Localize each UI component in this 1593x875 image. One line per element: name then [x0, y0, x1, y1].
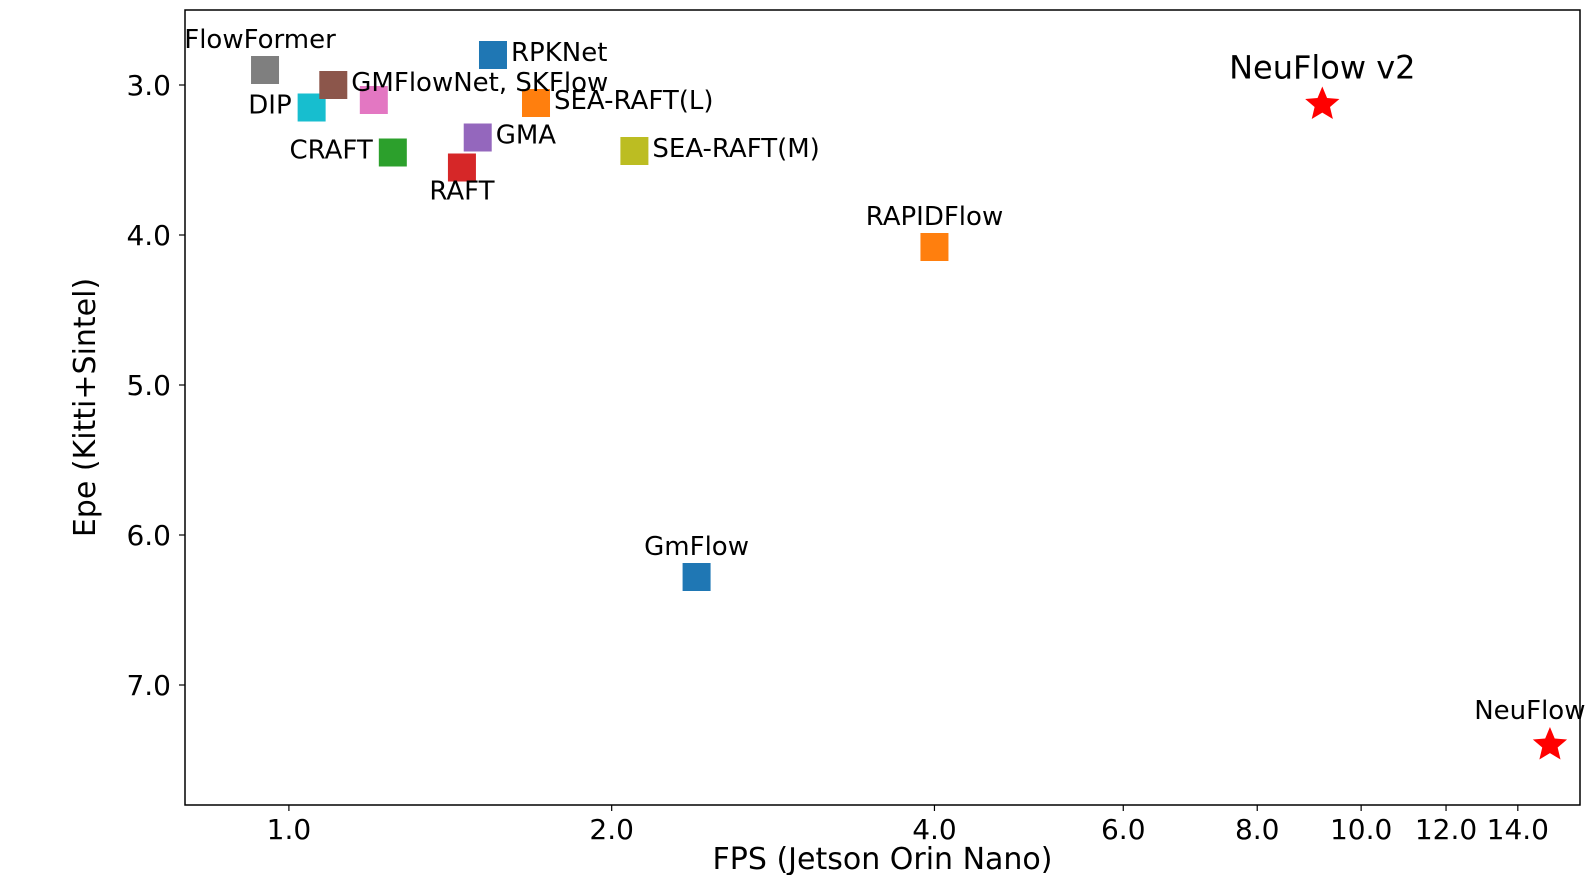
- data-point-label: NeuFlow v1: [1474, 696, 1593, 726]
- x-tick-label: 6.0: [1101, 813, 1146, 846]
- data-point-label: DIP: [248, 91, 291, 121]
- data-point-label: GmFlow: [644, 532, 749, 562]
- plot-frame: [185, 10, 1580, 805]
- data-point-label: FlowFormer: [184, 25, 336, 55]
- data-point-label: RPKNet: [511, 38, 607, 68]
- x-axis-label: FPS (Jetson Orin Nano): [713, 842, 1053, 875]
- data-point: [464, 124, 492, 152]
- chart-container: 1.0 2.0 4.0 6.0 8.0 10.0 12.0 14.0 FPS (Jetson O…: [0, 0, 1593, 875]
- x-tick-label: 8.0: [1235, 813, 1280, 846]
- y-tick-label: 5.0: [126, 369, 171, 402]
- data-point-label: SEA-RAFT(L): [554, 86, 713, 116]
- data-point-star: [1305, 87, 1339, 120]
- data-point: [319, 71, 347, 99]
- data-point: [251, 56, 279, 84]
- data-point: [683, 563, 711, 591]
- data-point-label: GMA: [496, 121, 557, 151]
- data-point-label: RAPIDFlow: [866, 202, 1004, 232]
- data-point-label: RAFT: [429, 177, 494, 207]
- y-tick-label: 7.0: [126, 669, 171, 702]
- y-tick-label: 3.0: [126, 69, 171, 102]
- data-point-star: [1533, 727, 1567, 760]
- x-tick-label: 10.0: [1330, 813, 1392, 846]
- data-point-label: NeuFlow v2: [1229, 49, 1415, 87]
- x-tick-label: 14.0: [1487, 813, 1549, 846]
- y-axis-label: Epe (Kitti+Sintel): [68, 278, 103, 537]
- x-tick-label: 1.0: [267, 813, 312, 846]
- data-point: [479, 41, 507, 69]
- y-tick-label: 6.0: [126, 519, 171, 552]
- scatter-chart: 1.0 2.0 4.0 6.0 8.0 10.0 12.0 14.0 FPS (Jetson O…: [0, 0, 1593, 875]
- x-tick-label: 12.0: [1415, 813, 1477, 846]
- y-tick-label: 4.0: [126, 219, 171, 252]
- data-point: [620, 137, 648, 165]
- x-tick-label: 2.0: [589, 813, 634, 846]
- data-point: [379, 139, 407, 167]
- data-point-label: CRAFT: [289, 136, 372, 166]
- data-point-label: SEA-RAFT(M): [652, 134, 819, 164]
- data-point: [920, 233, 948, 261]
